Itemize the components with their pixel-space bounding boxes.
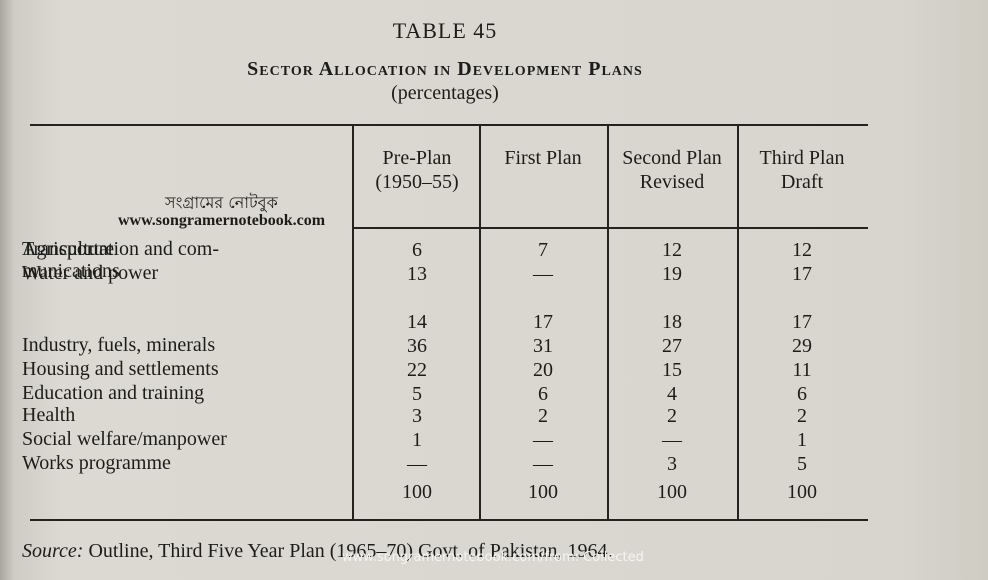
source-text: Outline, Third Five Year Plan (1965–70) …	[88, 540, 613, 562]
table-cell: 12	[662, 239, 682, 261]
table-cell: 2	[667, 405, 677, 427]
table-subtitle: (percentages)	[391, 82, 499, 104]
table-cell: 3	[412, 405, 422, 427]
table-cell: 100	[402, 481, 432, 503]
row-label: Social welfare/manpower	[22, 428, 227, 450]
source-label: Source:	[22, 540, 84, 562]
column-header: Pre-Plan (1950–55)	[375, 147, 459, 193]
table-cell: 100	[657, 481, 687, 503]
rule-bottom	[30, 519, 868, 521]
column-rule	[737, 126, 739, 519]
table-cell: 18	[662, 311, 682, 333]
table-cell: 31	[533, 335, 553, 357]
source-note: Source: Outline, Third Five Year Plan (1…	[22, 540, 613, 563]
row-label: Health	[22, 404, 76, 426]
table-cell: 5	[797, 453, 807, 475]
table-cell: —	[662, 429, 682, 451]
table-cell: 13	[407, 263, 427, 285]
table-cell: 4	[667, 383, 677, 405]
table-cell: 2	[538, 405, 548, 427]
row-label: Agriculture	[22, 238, 115, 260]
table-cell: 1	[412, 429, 422, 451]
table-cell: 36	[407, 335, 427, 357]
table-cell: —	[533, 429, 553, 451]
row-label: Works programme	[22, 452, 171, 474]
table-cell: 6	[797, 383, 807, 405]
column-rule	[479, 126, 481, 519]
row-label: Education and training	[22, 382, 205, 404]
table-cell: 22	[407, 359, 427, 381]
watermark-footer: www.songramernotebook.com/from: Collecte…	[342, 550, 644, 565]
column-rule	[607, 126, 609, 519]
watermark-bengali: সংগ্রামের নোটবুক	[165, 193, 278, 212]
table-cell: 14	[407, 311, 427, 333]
row-label: Water and power	[22, 262, 159, 284]
table-cell: 17	[792, 263, 812, 285]
table-cell: 1	[797, 429, 807, 451]
table-cell: 6	[538, 383, 548, 405]
column-header: Third Plan Draft	[759, 147, 845, 193]
rule-header	[352, 227, 868, 229]
table-cell: 100	[787, 481, 817, 503]
row-label: Industry, fuels, minerals	[22, 334, 216, 356]
column-header: First Plan	[504, 147, 582, 169]
table-cell: 17	[533, 311, 553, 333]
table-cell: 7	[538, 239, 548, 261]
table-cell: —	[407, 453, 427, 475]
table-cell: —	[533, 263, 553, 285]
watermark-url: www.songramernotebook.com	[118, 212, 326, 229]
table-cell: 27	[662, 335, 682, 357]
table-cell: 2	[797, 405, 807, 427]
rule-top	[30, 124, 868, 126]
table-cell: 100	[528, 481, 558, 503]
table-cell: 17	[792, 311, 812, 333]
table-cell: 12	[792, 239, 812, 261]
table-cell: 15	[662, 359, 682, 381]
table-number: TABLE 45	[392, 18, 498, 43]
table-cell: 20	[533, 359, 553, 381]
table-cell: —	[533, 453, 553, 475]
table-cell: 6	[412, 239, 422, 261]
column-rule	[352, 126, 354, 519]
row-label: Transportation and com- munications	[22, 238, 220, 282]
row-label: Housing and settlements	[22, 358, 219, 380]
table-cell: 11	[792, 359, 812, 381]
table-cell: 19	[662, 263, 682, 285]
column-header: Second Plan Revised	[622, 147, 722, 193]
table-cell: 29	[792, 335, 812, 357]
table-cell: 5	[412, 383, 422, 405]
table-title: Sector Allocation in Development Plans	[247, 58, 643, 80]
table-cell: 3	[667, 453, 677, 475]
